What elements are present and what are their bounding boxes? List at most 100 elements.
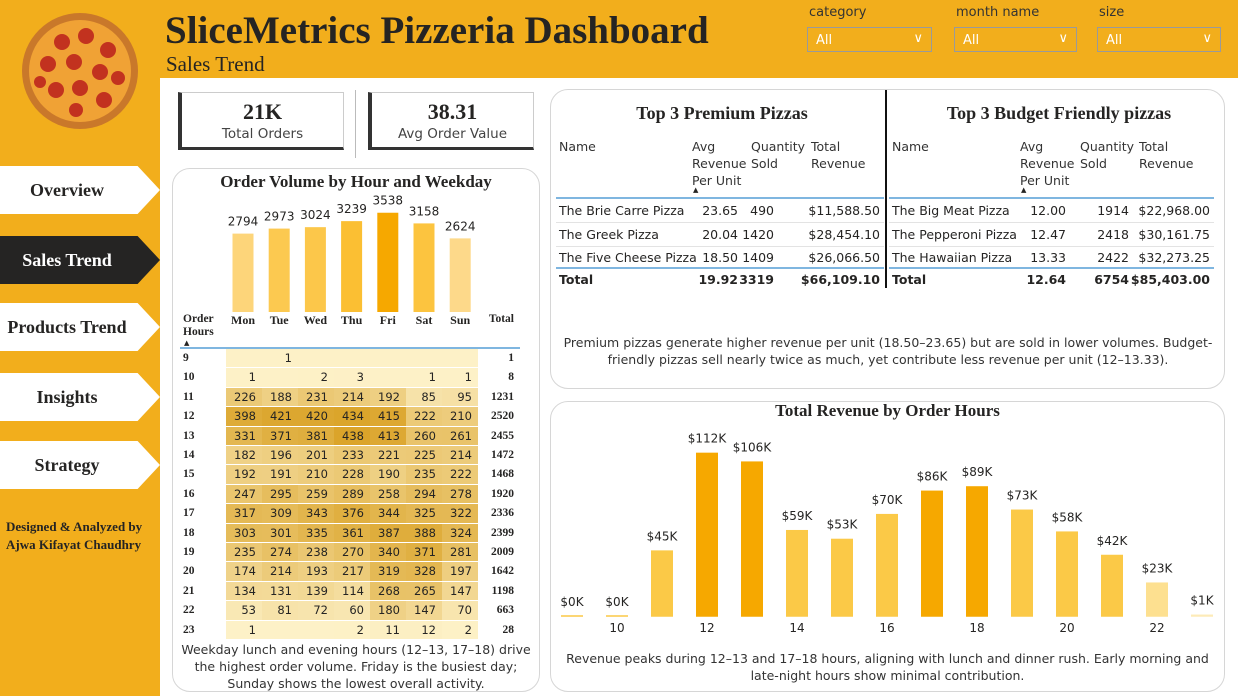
heat-cell xyxy=(370,368,406,388)
table-cell: Total xyxy=(559,272,594,287)
table-cell: 23.65 xyxy=(702,203,738,218)
chevron: ∨ xyxy=(1202,31,1212,46)
table-cell: 3319 xyxy=(739,272,774,287)
heat-cell: 371 xyxy=(406,543,442,563)
heat-cell: 398 xyxy=(226,407,262,427)
heat-cell: 420 xyxy=(298,407,334,427)
heat-cell: 193 xyxy=(298,562,334,582)
dropdown[interactable]: All ∨ xyxy=(954,27,1077,52)
heat-cell: 344 xyxy=(370,504,406,524)
heat-cell: 376 xyxy=(334,504,370,524)
row-total: 663 xyxy=(496,604,514,617)
table-cell: The Brie Carre Pizza xyxy=(559,203,685,218)
table-cell: $22,968.00 xyxy=(1138,203,1210,218)
filter-label: size xyxy=(1099,5,1125,20)
credit-line: Ajwa Kifayat Chaudhry xyxy=(6,537,142,552)
table-cell: 2418 xyxy=(1097,226,1129,242)
hour-label: 19 xyxy=(183,546,195,558)
heat-cell: 387 xyxy=(370,523,406,543)
row-total: 2399 xyxy=(491,526,514,539)
row-total: 2455 xyxy=(491,429,514,442)
row-total: 2009 xyxy=(491,546,514,558)
row-total: 2520 xyxy=(491,410,514,423)
sort-arrow: ▲ xyxy=(1021,186,1027,194)
heat-cell: 72 xyxy=(298,601,334,621)
heat-cell: 438 xyxy=(334,426,370,446)
heat-cell: 421 xyxy=(262,407,298,427)
hour-label: 18 xyxy=(183,526,195,539)
nav-button[interactable]: Products Trend xyxy=(0,303,160,351)
chart-title: Total Revenue by Order Hours xyxy=(775,401,1000,420)
table-cell: 18.50 xyxy=(702,250,738,265)
note: Premium pizzas generate higher revenue p… xyxy=(563,335,1213,367)
total-header: Total xyxy=(488,313,514,325)
table-title: Top 3 Budget Friendly pizzas xyxy=(946,103,1172,123)
table-cell: 20.04 xyxy=(702,226,738,242)
total-line xyxy=(556,267,884,269)
kpi-value: 21K xyxy=(242,99,283,124)
heat-cell: 235 xyxy=(406,465,442,485)
heat-cell: 247 xyxy=(226,484,262,505)
table-divider xyxy=(885,90,887,288)
heat-cell: 180 xyxy=(370,601,406,621)
subtitle: Sales Trend xyxy=(166,52,265,76)
nav-button[interactable]: Sales Trend xyxy=(0,236,160,284)
heat-cell: 278 xyxy=(442,484,478,505)
row-total: 28 xyxy=(502,623,515,636)
heat-cell: 114 xyxy=(334,581,370,602)
heat-cell: 228 xyxy=(334,465,370,485)
table-cell: $11,588.50 xyxy=(808,203,880,218)
dropdown[interactable]: All ∨ xyxy=(807,27,932,52)
heat-cell: 131 xyxy=(262,581,298,602)
hour-label: 16 xyxy=(183,487,195,500)
heat-cell: 53 xyxy=(226,601,262,621)
heat-cell: 1 xyxy=(262,349,298,369)
column-header: Quantity Sold xyxy=(1080,139,1135,171)
heat-cell: 210 xyxy=(298,465,334,485)
heat-cell: 191 xyxy=(262,465,298,485)
hour-label: 12 xyxy=(183,410,195,423)
credit-line: Designed & Analyzed by xyxy=(6,519,143,534)
pizza-logo xyxy=(22,13,138,129)
heat-cell: 388 xyxy=(406,523,442,543)
nav-button[interactable]: Strategy xyxy=(0,441,160,489)
heat-cell: 335 xyxy=(298,523,334,543)
heat-cell xyxy=(262,620,298,640)
row-header: Order Hours xyxy=(183,313,214,338)
heat-cell: 2 xyxy=(442,620,478,640)
nav-button[interactable]: Insights xyxy=(0,373,160,421)
column-header: Total Revenue xyxy=(1139,139,1194,171)
heat-cell: 258 xyxy=(370,484,406,505)
heat-cell: 281 xyxy=(442,543,478,563)
heat-cell: 328 xyxy=(406,562,442,582)
heat-cell: 303 xyxy=(226,523,262,543)
heat-cell: 174 xyxy=(226,562,262,582)
filter-label: category xyxy=(809,5,867,20)
table-cell: The Hawaiian Pizza xyxy=(892,250,1013,265)
heat-cell: 301 xyxy=(262,523,298,543)
heat-cell: 265 xyxy=(406,581,442,602)
table-cell: Total xyxy=(892,272,927,287)
heat-cell: 238 xyxy=(298,543,334,563)
heat-cell: 2 xyxy=(298,368,334,388)
heat-cell: 322 xyxy=(442,504,478,524)
nav-button[interactable]: Overview xyxy=(0,166,160,214)
heat-cell: 192 xyxy=(226,465,262,485)
table-cell: 12.00 xyxy=(1030,203,1066,218)
heat-cell: 2 xyxy=(334,620,370,640)
hour-label: 9 xyxy=(183,352,189,364)
heat-cell: 182 xyxy=(226,446,262,466)
heat-cell: 210 xyxy=(442,407,478,427)
heat-cell: 3 xyxy=(334,368,370,388)
heat-cell: 221 xyxy=(370,446,406,466)
dropdown[interactable]: All ∨ xyxy=(1097,27,1221,52)
table-cell: $32,273.25 xyxy=(1138,250,1210,265)
table-cell: 1420 xyxy=(742,226,774,242)
heat-cell: 197 xyxy=(442,562,478,582)
kpi-label: Avg Order Value xyxy=(397,126,508,142)
table-cell: $85,403.00 xyxy=(1130,272,1210,287)
heat-cell: 214 xyxy=(334,387,370,408)
heat-cell: 325 xyxy=(406,504,442,524)
hour-label: 13 xyxy=(183,429,195,442)
